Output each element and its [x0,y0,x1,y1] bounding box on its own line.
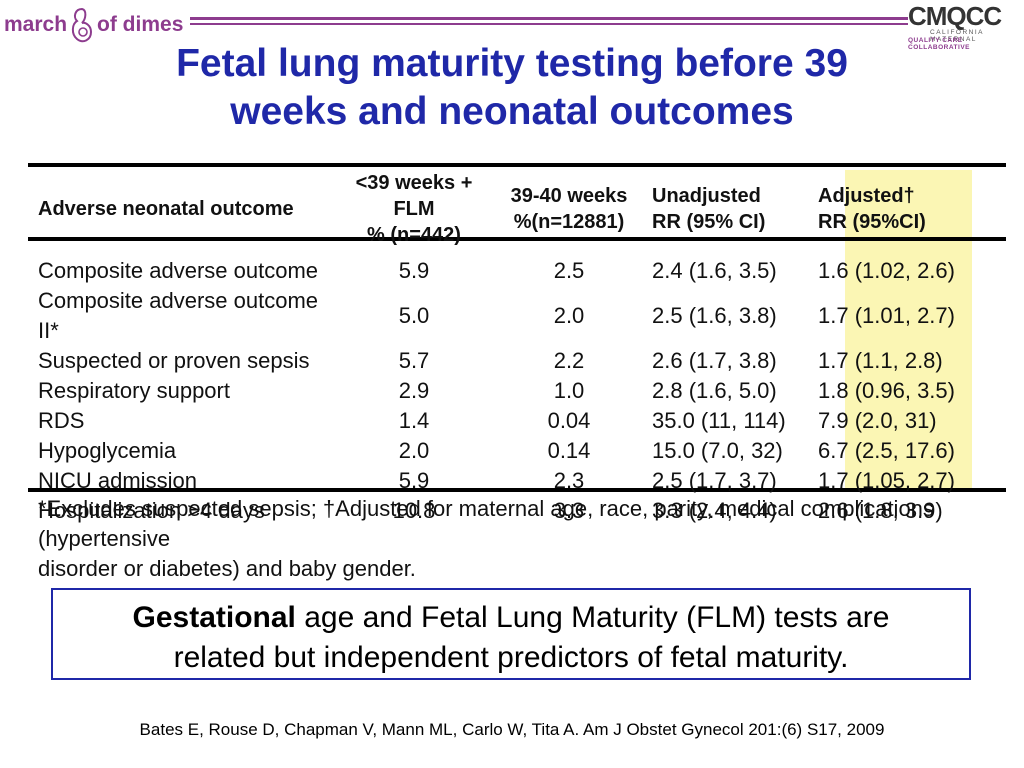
key-message-box: Gestational age and Fetal Lung Maturity … [51,588,971,680]
cell-unadjusted: 2.4 (1.6, 3.5) [652,258,777,283]
cell-unadjusted: 2.8 (1.6, 5.0) [652,378,777,403]
cell-outcome: Composite adverse outcome II* [38,288,319,343]
cell-39-40: 0.04 [547,408,591,433]
cell-unadjusted: 2.5 (1.6, 3.8) [652,303,777,328]
table-header-rule [28,237,1006,241]
cell-39-40: 1.0 [553,378,585,403]
key-message-rest: age and Fetal Lung Maturity (FLM) tests … [295,601,890,634]
cell-adjusted: 1.6 (1.02, 2.6) [818,258,955,283]
header-rule [190,17,908,20]
cell-adjusted: 7.9 (2.0, 31) [818,408,937,433]
cell-outcome: RDS [38,408,85,433]
cell-adjusted: 1.7 (1.05, 2.7) [818,468,955,493]
table-row: Respiratory support 2.9 1.0 2.8 (1.6, 5.… [32,376,1002,406]
cmqcc-logo-text: CMQCC [908,1,1002,31]
cell-flm: 5.9 [398,468,430,493]
cell-adjusted: 1.7 (1.1, 2.8) [818,348,943,373]
table-header-row: Adverse neonatal outcome <39 weeks + FLM… [32,170,1002,248]
cmqcc-logo-line2: QUALITY CARE COLLABORATIVE [908,37,970,51]
header-39-40: 39-40 weeks %(n=12881) [510,185,628,233]
table-row: Suspected or proven sepsis 5.7 2.2 2.6 (… [32,346,1002,376]
logo-text-of-dimes: of dimes [97,13,184,36]
cell-adjusted: 6.7 (2.5, 17.6) [818,438,955,463]
table-row: Composite adverse outcome II* 5.0 2.0 2.… [32,286,1002,346]
table-row: NICU admission 5.9 2.3 2.5 (1.7, 3.7) 1.… [32,466,1002,496]
cell-unadjusted: 35.0 (11, 114) [652,408,786,433]
cell-39-40: 3.3 [553,498,585,523]
slide-title: Fetal lung maturity testing before 39 we… [0,40,1024,136]
adjusted-column-highlight [845,170,972,488]
key-message-line2: related but independent predictors of fe… [173,641,849,674]
cell-unadjusted: 15.0 (7.0, 32) [652,438,783,463]
logo-text-march: march [4,13,68,36]
cell-flm: 10.8 [392,498,436,523]
cell-flm: 2.9 [398,378,430,403]
cell-flm: 5.0 [398,303,430,328]
cmqcc-logo-line1: CALIFORNIA MATERNAL [930,29,984,43]
cell-flm: 5.7 [398,348,430,373]
cell-unadjusted: 3.3 (2.4, 4.4) [652,498,777,523]
table-row: Hypoglycemia 2.0 0.14 15.0 (7.0, 32) 6.7… [32,436,1002,466]
table-row: RDS 1.4 0.04 35.0 (11, 114) 7.9 (2.0, 31… [32,406,1002,436]
header-adjusted: Adjusted† RR (95%CI) [818,185,926,233]
cell-adjusted: 1.8 (0.96, 3.5) [818,378,955,403]
header-outcome: Adverse neonatal outcome [38,198,294,220]
cell-adjusted: 1.7 (1.01, 2.7) [818,303,955,328]
table-footnote: *Excludes suspected sepsis; †Adjusted fo… [38,494,968,584]
cmqcc-logo: CMQCC CALIFORNIA MATERNAL QUALITY CARE C… [908,1,1020,51]
cell-outcome: Respiratory support [38,378,230,403]
cell-flm: 1.4 [398,408,430,433]
header-unadjusted: Unadjusted RR (95% CI) [652,185,766,233]
cell-adjusted: 2.6 (1.8, 3.9) [818,498,943,523]
cell-39-40: 2.0 [553,303,585,328]
cell-39-40: 2.2 [553,348,585,373]
header-flm: <39 weeks + FLM % (n=442) [355,172,473,246]
cell-unadjusted: 2.6 (1.7, 3.8) [652,348,777,373]
cell-39-40: 2.3 [553,468,585,493]
table-row: Hospitalization >4 days 10.8 3.3 3.3 (2.… [32,496,1002,526]
table-row: Composite adverse outcome 5.9 2.5 2.4 (1… [32,256,1002,286]
cell-outcome: Hospitalization >4 days [38,498,265,523]
cell-outcome: NICU admission [38,468,197,493]
key-message-line1: Gestational age and Fetal Lung Maturity … [53,598,969,638]
cell-flm: 5.9 [398,258,430,283]
cell-39-40: 2.5 [553,258,585,283]
cell-flm: 2.0 [398,438,430,463]
slide-title-line1: Fetal lung maturity testing before 39 [176,42,848,85]
table-bottom-rule [28,488,1006,492]
cell-outcome: Composite adverse outcome [38,258,319,283]
slide-title-line2: weeks and neonatal outcomes [230,90,794,133]
baby-logo-icon [71,7,93,43]
cell-outcome: Suspected or proven sepsis [38,348,310,373]
header-rule-secondary [190,23,908,25]
citation: Bates E, Rouse D, Chapman V, Mann ML, Ca… [139,720,885,739]
footnote-line2: disorder or diabetes) and baby gender. [38,556,416,581]
cell-39-40: 0.14 [547,438,591,463]
key-message-bold: Gestational [132,601,296,634]
table-top-rule [28,163,1006,167]
cell-unadjusted: 2.5 (1.7, 3.7) [652,468,777,493]
outcomes-table: Adverse neonatal outcome <39 weeks + FLM… [32,170,1002,526]
footnote-line1: *Excludes suspected sepsis; †Adjusted fo… [38,496,934,551]
march-of-dimes-logo: march of dimes [4,4,183,46]
cell-outcome: Hypoglycemia [38,438,177,463]
